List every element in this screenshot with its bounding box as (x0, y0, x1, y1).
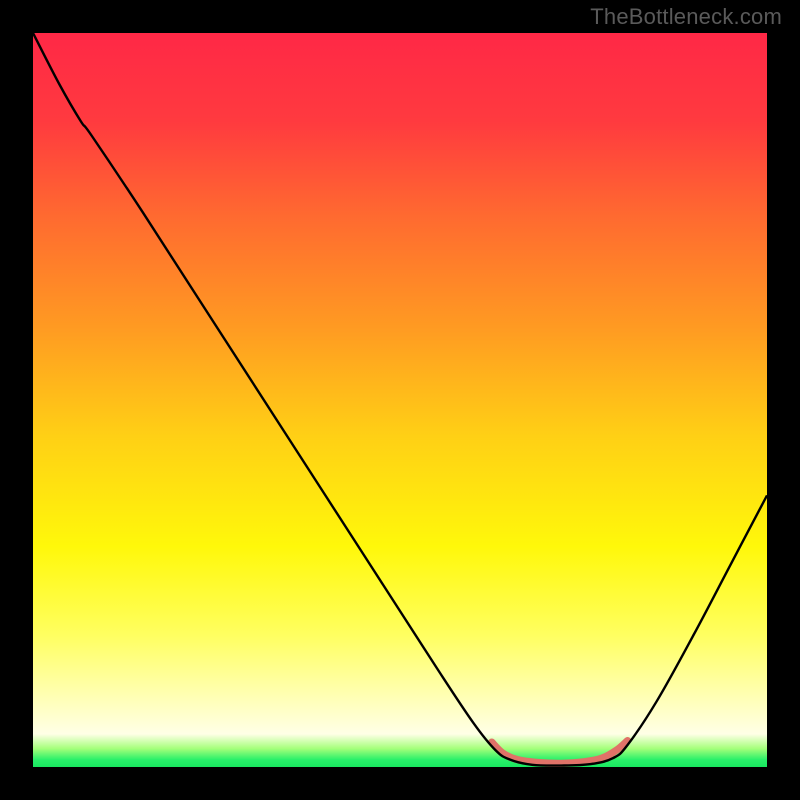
watermark: TheBottleneck.com (590, 4, 782, 30)
gradient-background (33, 33, 767, 767)
plot-area (33, 33, 767, 767)
chart-svg (33, 33, 767, 767)
